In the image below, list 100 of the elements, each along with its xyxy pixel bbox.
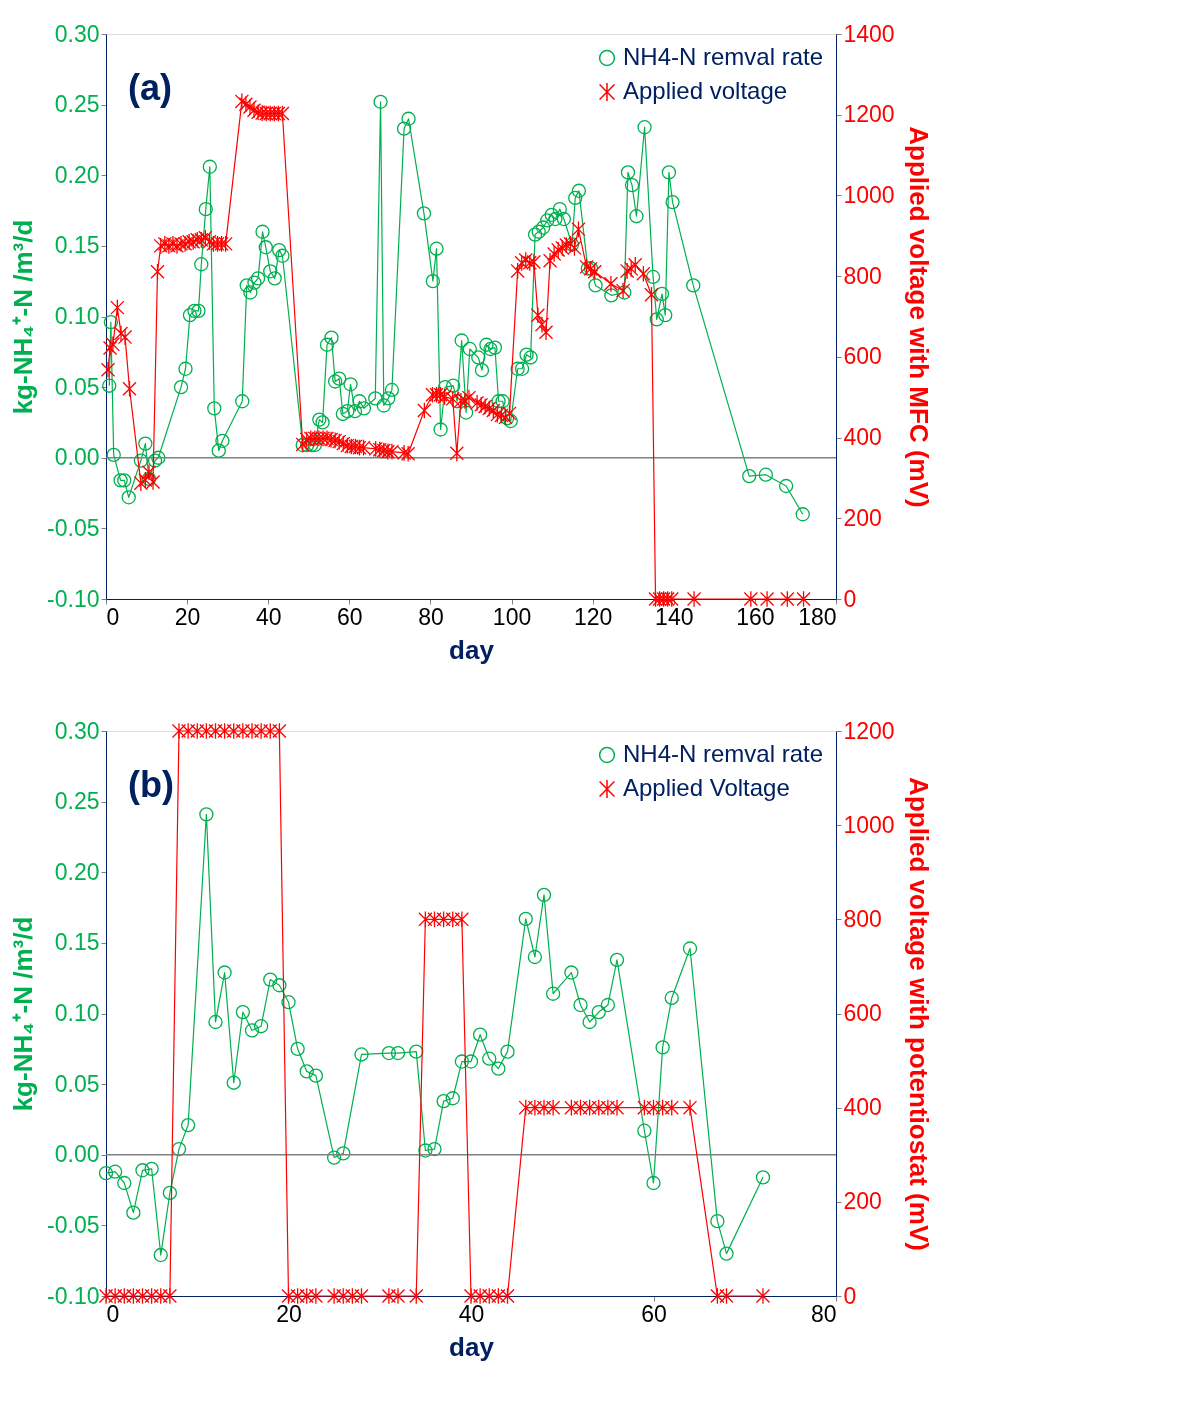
- point: [500, 1044, 515, 1059]
- point: [135, 1287, 150, 1305]
- y2-tick-label: 200: [843, 504, 882, 531]
- point: [272, 722, 287, 740]
- x-tick-label: 80: [418, 603, 444, 630]
- point: [299, 1287, 314, 1305]
- x-tick-label: 140: [655, 603, 694, 630]
- point: [162, 1287, 178, 1305]
- y-tick-label: -0.05: [47, 1211, 100, 1238]
- point: [710, 1213, 725, 1229]
- point: [418, 1143, 433, 1158]
- x-tick-label: 120: [573, 603, 613, 630]
- y2-tick-label: 1400: [843, 20, 895, 47]
- point: [637, 1123, 652, 1138]
- point: [107, 1164, 123, 1179]
- annotation: (a): [128, 67, 172, 108]
- point: [126, 1287, 141, 1305]
- point: [454, 1054, 470, 1069]
- y2-tick-label: 200: [843, 1188, 882, 1215]
- point: [217, 722, 232, 740]
- point: [235, 1004, 251, 1020]
- point: [171, 722, 187, 740]
- point: [272, 978, 287, 993]
- y-tick-label: 0.05: [54, 1070, 100, 1097]
- y-tick-label: 0.30: [54, 717, 100, 744]
- point: [290, 1287, 305, 1305]
- y-tick-label: 0.15: [54, 929, 100, 956]
- point: [117, 1287, 132, 1305]
- point: [98, 1165, 114, 1181]
- point: [582, 1014, 597, 1030]
- point: [491, 1287, 506, 1305]
- point: [244, 1023, 260, 1038]
- point: [409, 1287, 424, 1305]
- point: [153, 1287, 168, 1305]
- point: [253, 1019, 269, 1034]
- x-tick-label: 60: [641, 1300, 667, 1327]
- point: [253, 722, 269, 740]
- point: [591, 1099, 606, 1117]
- point: [427, 1141, 442, 1157]
- point: [463, 1054, 479, 1069]
- point: [390, 1045, 406, 1061]
- point: [536, 1099, 552, 1117]
- point: [126, 1205, 141, 1220]
- point: [107, 1287, 123, 1305]
- point: [199, 807, 214, 822]
- point: [308, 1068, 324, 1083]
- point: [482, 1051, 497, 1066]
- point: [682, 941, 698, 956]
- y2-tick-label: 800: [843, 262, 882, 289]
- y2-axis-title: Applied voltage with potentiostat (mV): [903, 777, 934, 1251]
- point: [445, 910, 460, 928]
- point: [354, 1287, 369, 1305]
- y-tick-label: -0.05: [47, 514, 100, 541]
- y-tick-label: -0.10: [47, 585, 100, 612]
- y-tick-label: 0.20: [54, 161, 100, 188]
- point: [208, 722, 223, 740]
- point: [609, 952, 625, 967]
- y-tick-label: -0.10: [47, 1282, 100, 1309]
- point: [190, 722, 205, 740]
- point: [664, 1099, 679, 1117]
- point: [381, 1045, 397, 1061]
- y2-tick-label: 600: [843, 1000, 882, 1026]
- y2-axis-title: Applied voltage with MFC (mV): [903, 126, 934, 508]
- point: [217, 965, 232, 980]
- point: [308, 1287, 324, 1305]
- point: [582, 1099, 597, 1117]
- point: [299, 1064, 314, 1079]
- point: [281, 1287, 296, 1305]
- point: [326, 1287, 342, 1305]
- y2-tick-label: 1000: [843, 181, 895, 208]
- point: [463, 1287, 479, 1305]
- y2-tick-label: 0: [843, 1282, 857, 1309]
- point: [646, 1175, 661, 1191]
- point: [600, 997, 616, 1013]
- point: [527, 949, 543, 965]
- point: [263, 972, 278, 987]
- point: [564, 965, 579, 980]
- point: [609, 1099, 625, 1117]
- x-tick-label: 20: [174, 603, 201, 630]
- y2-tick-label: 1200: [843, 101, 895, 128]
- point: [208, 1014, 223, 1030]
- point: [682, 1099, 698, 1117]
- x-axis-title: day: [449, 634, 495, 665]
- point: [491, 1061, 506, 1076]
- point: [354, 1047, 369, 1062]
- point: [281, 995, 296, 1010]
- y-tick-label: 0.10: [54, 1000, 100, 1026]
- y2-tick-label: 400: [843, 424, 882, 451]
- point: [144, 1161, 159, 1177]
- point: [545, 1099, 561, 1117]
- legend-label: Applied voltage: [623, 77, 788, 104]
- point: [564, 1099, 579, 1117]
- y-tick-label: 0.00: [54, 444, 100, 471]
- annotation: (b): [128, 764, 174, 805]
- point: [117, 1175, 132, 1191]
- y2-tick-label: 800: [843, 905, 882, 932]
- point: [180, 722, 196, 740]
- legend-label: Applied Voltage: [623, 774, 790, 801]
- point: [454, 910, 470, 928]
- point: [472, 1027, 488, 1042]
